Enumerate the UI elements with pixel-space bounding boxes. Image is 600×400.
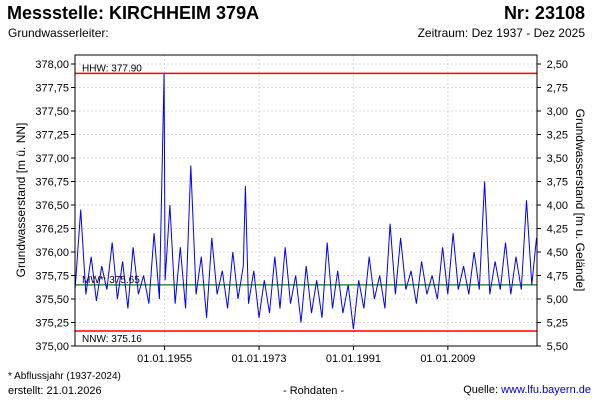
tick-label-left: 375,25 [35, 318, 69, 330]
created-date: erstellt: 21.01.2026 [8, 385, 102, 397]
tick-label-left: 376,00 [35, 247, 69, 259]
tick-label-x: 01.01.1991 [326, 353, 381, 365]
tick-label-right: 5,25 [547, 318, 568, 330]
tick-label-left: 376,75 [35, 177, 69, 189]
tick-label-left: 377,25 [35, 130, 69, 142]
x-ticks: 01.01.1955 01.01.1973 01.01.1991 01.01.2009 [137, 346, 475, 365]
tick-label-right: 3,50 [547, 153, 568, 165]
reference-lines: HHW: 377.90 MW*: 375.65 NNW: 375.16 [75, 63, 537, 345]
tick-label-right: 3,00 [547, 106, 568, 118]
aquifer-label: Grundwasserleiter: [8, 26, 109, 40]
tick-label-right: 4,75 [547, 271, 568, 283]
tick-label-left: 377,75 [35, 83, 69, 95]
reference-label: HHW: 377.90 [82, 63, 142, 74]
tick-label-right: 4,25 [547, 224, 568, 236]
series-group [74, 73, 537, 330]
station-number: Nr: 23108 [503, 3, 585, 23]
tick-label-left: 376,50 [35, 200, 69, 212]
tick-label-left: 377,50 [35, 106, 69, 118]
tick-label-right: 2,75 [547, 83, 568, 95]
source-link[interactable]: www.lfu.bayern.de [501, 384, 591, 396]
tick-label-right: 3,25 [547, 130, 568, 142]
y-axis-left-title: Grundwasserstand [m ü. NN] [14, 123, 28, 278]
source: Quelle: www.lfu.bayern.de [463, 384, 591, 396]
tick-label-left: 378,00 [35, 59, 69, 71]
grid-lines [75, 55, 537, 347]
page-title: Messstelle: KIRCHHEIM 379A [7, 3, 260, 23]
tick-label-right: 4,50 [547, 247, 568, 259]
tick-label-left: 375,50 [35, 294, 69, 306]
y-axis-right-title: Grundwasserstand [m u. Gelände] [573, 109, 587, 292]
tick-label-right: 4,00 [547, 200, 568, 212]
series-line [74, 73, 537, 330]
tick-label-x: 01.01.2009 [420, 353, 475, 365]
period-label: Zeitraum: Dez 1937 - Dez 2025 [417, 26, 585, 40]
tick-label-left: 375,00 [35, 341, 69, 353]
footnote: * Abflussjahr (1937-2024) [8, 371, 121, 382]
tick-label-right: 5,50 [547, 341, 568, 353]
tick-label-left: 377,00 [35, 153, 69, 165]
reference-label: NNW: 375.16 [82, 334, 142, 345]
tick-label-left: 375,75 [35, 271, 69, 283]
tick-label-right: 2,50 [547, 59, 568, 71]
raw-data-label: - Rohdaten - [283, 385, 345, 397]
y-ticks-right: 2,50 2,75 3,00 3,25 3,50 3,75 4,00 4,25 4,50 4,75… [537, 59, 568, 353]
tick-label-left: 376,25 [35, 224, 69, 236]
tick-label-right: 5,00 [547, 294, 568, 306]
y-ticks-left: 378,00 377,75 377,50 377,25 377,00 376,75 376,… [35, 59, 75, 353]
tick-label-x: 01.01.1955 [137, 353, 192, 365]
plot-frame [74, 54, 538, 347]
reference-label: MW*: 375.65 [82, 275, 140, 286]
source-prefix: Quelle: [463, 384, 502, 396]
tick-label-right: 3,75 [547, 177, 568, 189]
tick-label-x: 01.01.1973 [231, 353, 286, 365]
